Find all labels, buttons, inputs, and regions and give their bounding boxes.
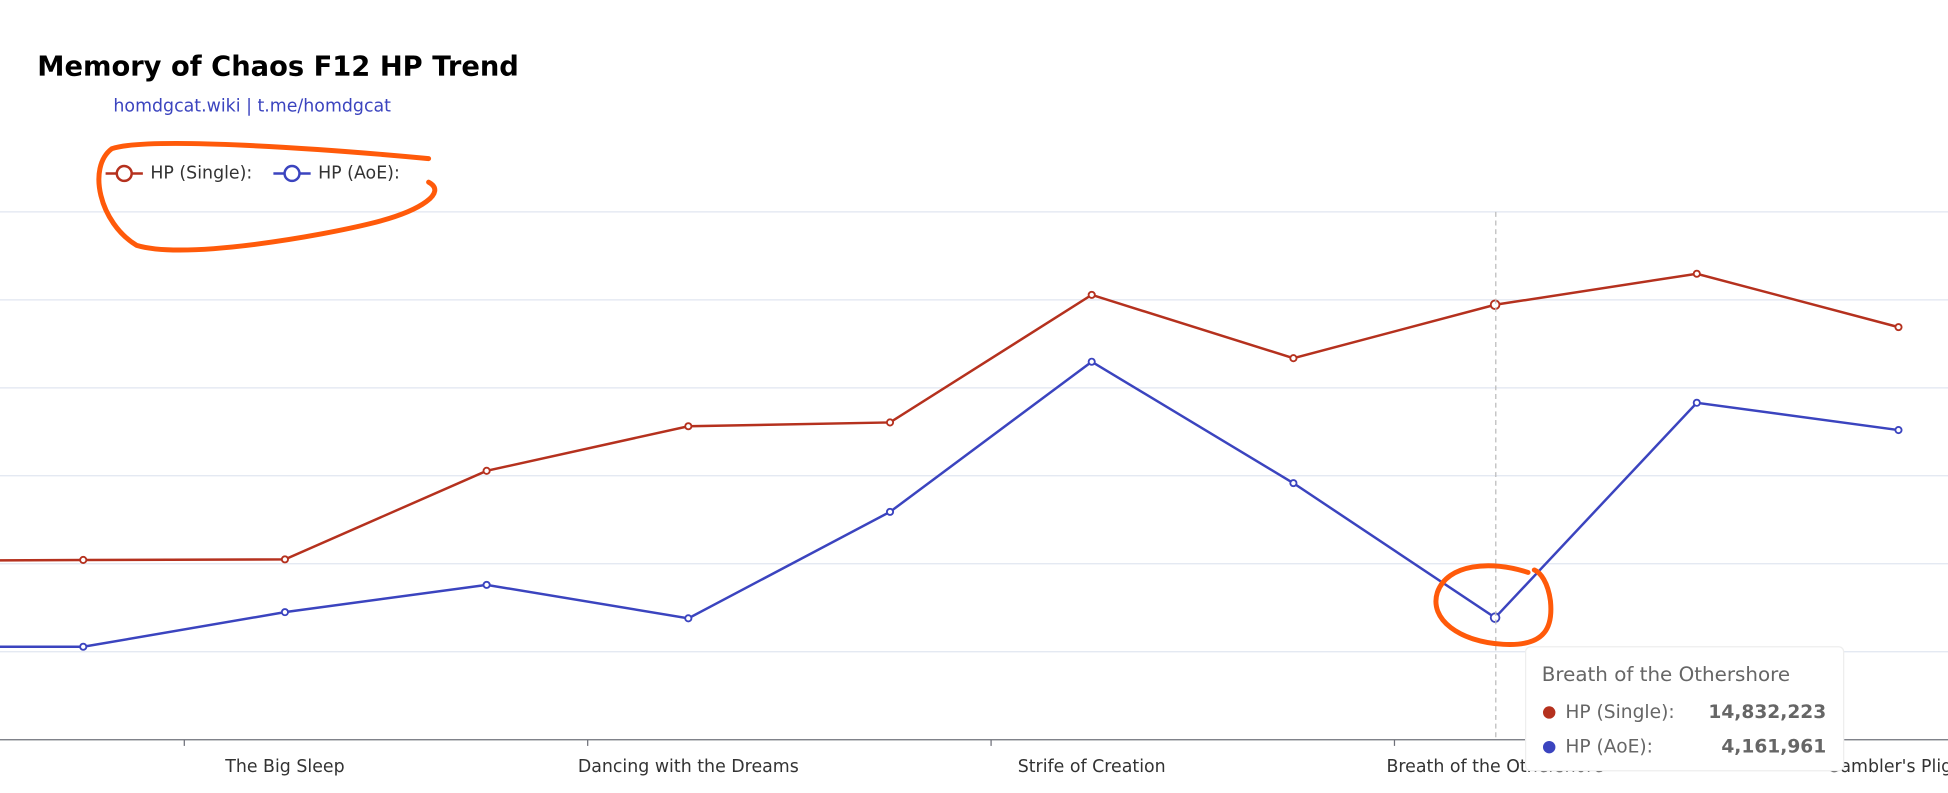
tooltip-marker xyxy=(1542,706,1556,719)
legend-icon xyxy=(283,164,301,183)
data-point xyxy=(280,555,289,564)
data-point xyxy=(1894,323,1903,332)
data-point xyxy=(79,555,88,564)
data-point xyxy=(1289,479,1298,488)
series-line xyxy=(0,272,1899,562)
legend-icon xyxy=(115,164,133,183)
data-point xyxy=(1894,426,1903,435)
tooltip-value: 14,832,223 xyxy=(1708,702,1826,723)
data-point xyxy=(1087,290,1096,299)
chart-subtitle: homdgcat.wiki | t.me/homdgcat xyxy=(113,97,391,117)
grid: The Big Sleep Dancing with the Dreams Stri… xyxy=(0,211,1948,777)
data-point xyxy=(1489,299,1501,311)
tooltip-box xyxy=(1524,646,1845,772)
legend-label: HP (AoE): xyxy=(318,163,400,183)
data-point xyxy=(1489,612,1501,623)
series xyxy=(0,269,1903,651)
data-point xyxy=(885,418,895,427)
tooltip-marker xyxy=(1542,740,1556,754)
data-point xyxy=(79,642,88,651)
legend-label: HP (Single): xyxy=(150,163,252,183)
data-point xyxy=(1087,357,1096,366)
x-tick-label: Dancing with the Dreams xyxy=(578,757,799,777)
tooltip-name: HP (AoE): xyxy=(1565,737,1653,758)
annotation-circle xyxy=(96,141,438,253)
data-point xyxy=(684,422,693,431)
tooltip-value: 4,161,961 xyxy=(1721,737,1826,758)
series-line xyxy=(0,360,1899,649)
x-tick-label: Gambler's Plight xyxy=(1827,757,1948,777)
chart-title: Memory of Chaos F12 HP Trend xyxy=(37,52,519,83)
data-point xyxy=(1692,398,1701,407)
data-point xyxy=(482,466,491,475)
tooltip-name: HP (Single): xyxy=(1565,702,1674,723)
x-tick-label: Strife of Creation xyxy=(1018,757,1166,777)
x-tick-label: The Big Sleep xyxy=(224,757,344,777)
tooltip: Breath of the Othershore HP (Single): 14,8… xyxy=(1524,646,1845,772)
data-point xyxy=(885,507,895,516)
data-point xyxy=(1692,269,1701,278)
legend: HP (Single): HP (AoE): xyxy=(105,163,400,183)
tooltip-title: Breath of the Othershore xyxy=(1542,663,1790,686)
data-point xyxy=(280,608,289,617)
data-point xyxy=(482,580,491,589)
annotation-circle xyxy=(1433,563,1554,647)
data-point xyxy=(1289,354,1298,363)
data-point xyxy=(684,614,693,623)
